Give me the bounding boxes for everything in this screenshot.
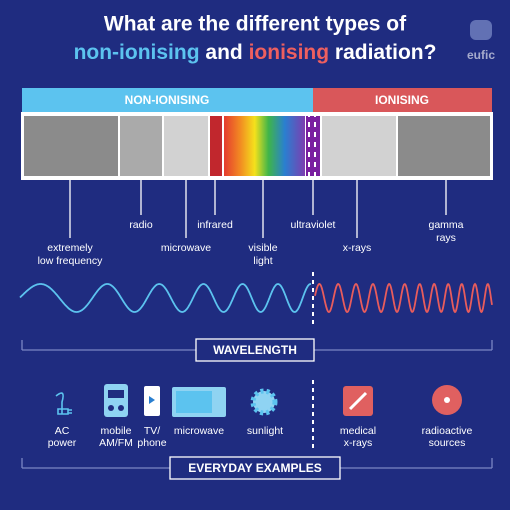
title: What are the different types of — [104, 13, 407, 36]
wavelength-label: WAVELENGTH — [213, 343, 297, 357]
spectrum-label: gamma — [428, 219, 463, 231]
spectrum-label: x-rays — [343, 242, 372, 254]
examples-label: EVERYDAY EXAMPLES — [188, 461, 322, 475]
example-label: TV/ — [144, 425, 160, 437]
title-part: ionising — [249, 41, 330, 64]
title-part: radiation? — [335, 41, 437, 64]
example-label: power — [48, 437, 77, 449]
example-label: phone — [137, 437, 166, 449]
example-label: medical — [340, 425, 376, 437]
spectrum-label: rays — [436, 232, 456, 244]
spectrum-label: extremely — [47, 242, 93, 254]
logo-text: eufic — [467, 48, 495, 62]
title-part: non-ionising — [74, 41, 200, 64]
example-label: radioactive — [422, 425, 473, 437]
spectrum-label: low frequency — [38, 255, 104, 267]
title-part: and — [205, 41, 242, 64]
spectrum-label: visible — [248, 242, 277, 254]
spectrum-label: light — [253, 255, 272, 267]
example-label: sources — [429, 437, 466, 449]
logo: eufic — [467, 20, 495, 62]
band-label: NON-IONISING — [125, 93, 210, 107]
band-non-ionising — [22, 88, 313, 112]
spectrum-label: infrared — [197, 219, 233, 231]
example-label: AM/FM — [99, 437, 133, 449]
wave-non-ionising — [19, 283, 311, 313]
label-box — [169, 456, 341, 480]
example-label: microwave — [174, 425, 224, 437]
spectrum-label: ultraviolet — [291, 219, 336, 231]
wave-ionising — [314, 282, 493, 314]
example-label: AC — [55, 425, 70, 437]
icons — [55, 384, 462, 417]
spectrum — [24, 116, 490, 176]
spectrum-label: radio — [129, 219, 153, 231]
example-label: mobile — [101, 425, 132, 437]
band-ionising — [313, 88, 492, 112]
spectrum-label: microwave — [161, 242, 211, 254]
example-label: sunlight — [247, 425, 283, 437]
label-box — [195, 338, 315, 362]
title: non-ionising and ionising radiation? — [74, 41, 437, 64]
band-label: IONISING — [375, 93, 429, 107]
example-label: x-rays — [344, 437, 373, 449]
